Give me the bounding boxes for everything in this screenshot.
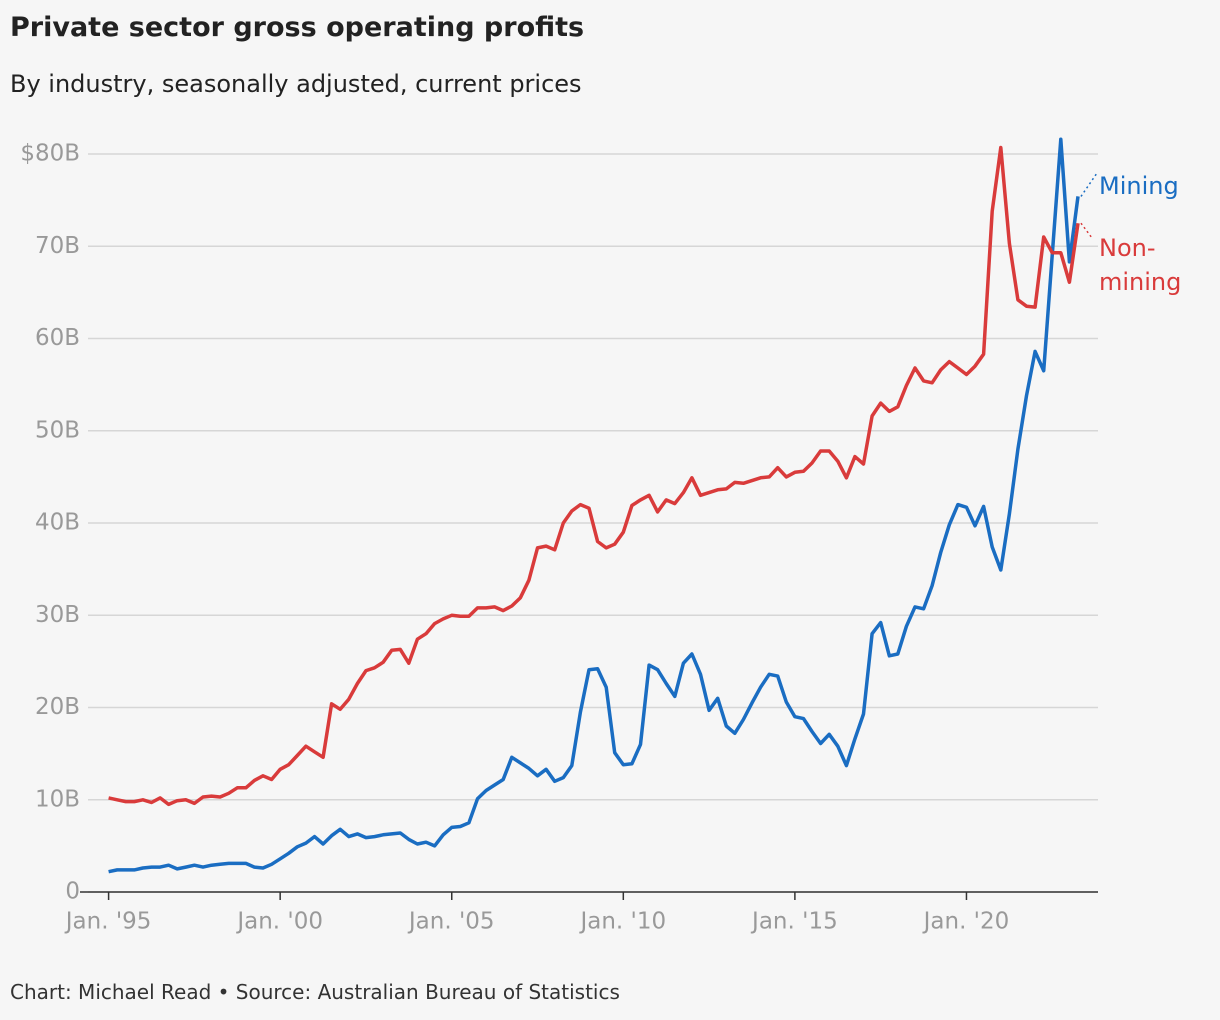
- x-tick-label: Jan. '00: [235, 909, 323, 935]
- series-label: Non-mining: [1099, 234, 1182, 296]
- y-tick-label: 50B: [35, 417, 80, 443]
- series-line: [108, 145, 1080, 807]
- x-tick-label: Jan. '05: [407, 909, 495, 935]
- x-tick-label: Jan. '15: [750, 909, 838, 935]
- chart-subtitle: By industry, seasonally adjusted, curren…: [10, 70, 582, 98]
- y-tick-label: 30B: [35, 602, 80, 628]
- label-connector: [1080, 172, 1098, 197]
- y-tick-label: $80B: [20, 141, 80, 167]
- chart-title: Private sector gross operating profits: [10, 12, 585, 43]
- source: Chart: Michael Read • Source: Australian…: [10, 980, 620, 1004]
- series-line: [108, 137, 1080, 874]
- y-tick-label: 60B: [35, 325, 80, 351]
- y-tick-label: 70B: [35, 233, 80, 259]
- x-tick-label: Jan. '10: [578, 909, 666, 935]
- x-tick-label: Jan. '20: [922, 909, 1010, 935]
- y-tick-label: 0: [65, 879, 80, 905]
- y-tick-label: 40B: [35, 510, 80, 536]
- series-label: Mining: [1099, 172, 1179, 200]
- label-connector: [1080, 222, 1093, 239]
- x-tick-label: Jan. '95: [64, 909, 152, 935]
- y-tick-label: 10B: [35, 786, 80, 812]
- y-tick-label: 20B: [35, 694, 80, 720]
